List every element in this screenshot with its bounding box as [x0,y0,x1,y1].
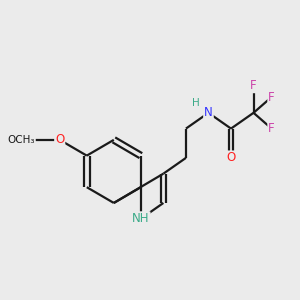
Text: F: F [268,91,275,103]
Text: H: H [192,98,200,108]
Text: O: O [55,134,64,146]
Text: NH: NH [132,212,150,225]
Text: F: F [268,122,275,135]
Text: N: N [204,106,213,119]
Text: F: F [250,79,257,92]
Text: OCH₃: OCH₃ [8,135,35,145]
Text: O: O [226,152,236,164]
